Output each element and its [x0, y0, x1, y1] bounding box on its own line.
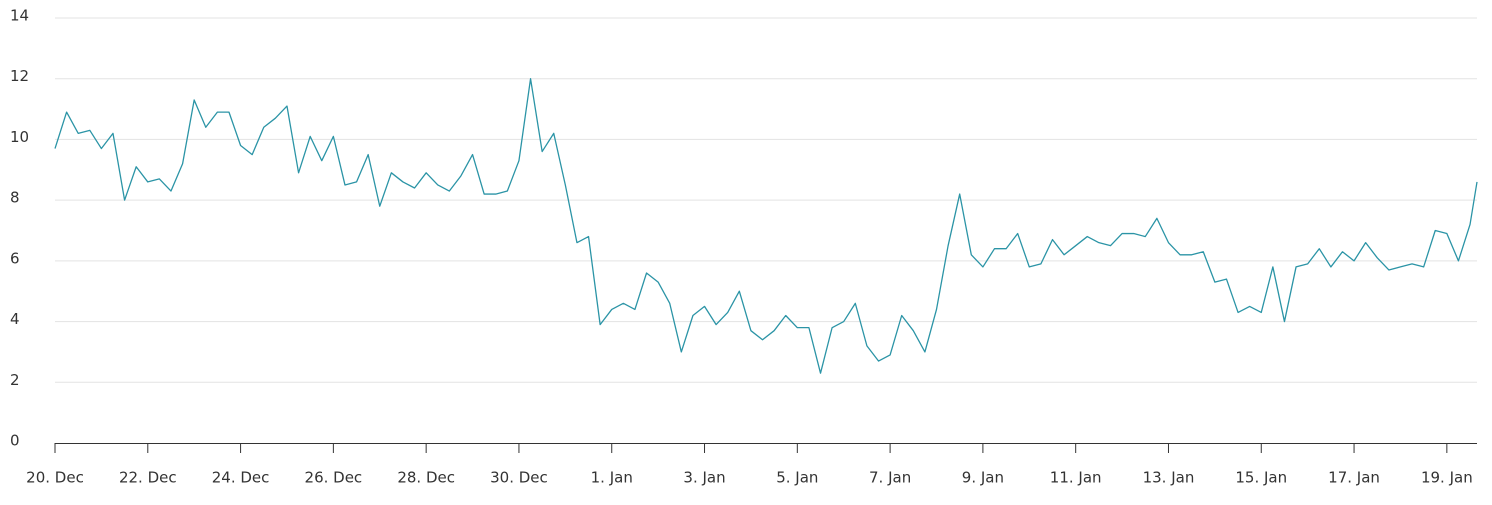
y-tick-label: 2: [10, 371, 20, 389]
x-tick-label: 26. Dec: [305, 469, 363, 487]
y-tick-label: 6: [10, 249, 20, 267]
x-tick-label: 15. Jan: [1235, 469, 1287, 487]
x-tick-label: 3. Jan: [683, 469, 725, 487]
x-tick-label: 30. Dec: [490, 469, 548, 487]
y-tick-label: 12: [10, 67, 29, 85]
x-tick-label: 19. Jan: [1421, 469, 1473, 487]
y-tick-label: 0: [10, 432, 20, 450]
x-tick-label: 24. Dec: [212, 469, 270, 487]
y-tick-label: 14: [10, 7, 29, 25]
x-tick-label: 11. Jan: [1050, 469, 1102, 487]
y-tick-label: 4: [10, 310, 20, 328]
x-tick-label: 7. Jan: [869, 469, 911, 487]
y-tick-label: 8: [10, 189, 20, 207]
line: [54, 78, 1478, 374]
x-tick-label: 17. Jan: [1328, 469, 1380, 487]
x-tick-label: 28. Dec: [397, 469, 455, 487]
x-tick-label: 1. Jan: [591, 469, 633, 487]
x-tick-label: 9. Jan: [962, 469, 1004, 487]
x-tick-label: 22. Dec: [119, 469, 177, 487]
y-tick-label: 10: [10, 128, 29, 146]
x-tick-label: 13. Jan: [1143, 469, 1195, 487]
x-tick-label: 5. Jan: [776, 469, 818, 487]
x-tick-label: 20. Dec: [26, 469, 84, 487]
